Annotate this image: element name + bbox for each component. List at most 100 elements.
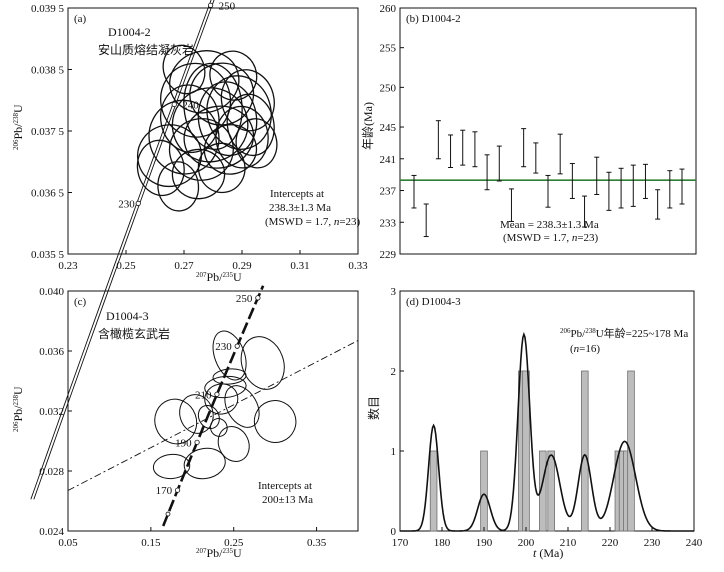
c-error-ellipse: [240, 336, 285, 390]
panel-a-x-ticks: 0.23 0.25 0.27 0.29 0.31 0.33: [58, 250, 368, 272]
a-error-ellipse: [235, 118, 278, 169]
d-x-tick-label: 190: [476, 537, 493, 549]
a-y-tick-label: 0.039 5: [31, 3, 65, 15]
a-error-ellipse: [168, 118, 234, 181]
panel-b: 229 233 237 241 245 250 255 260 (b) D1004-2 年龄(…: [361, 3, 697, 261]
panel-a-mswd: (MSWD = 1.7, n=23): [265, 216, 361, 228]
a-y-tick-label: 0.035 5: [31, 249, 65, 261]
c-concordia-age-label: 210: [195, 389, 212, 401]
panel-d-y-ticks: 0 1 2 3: [391, 286, 404, 538]
c-y-tick-label: 0.036: [39, 346, 64, 358]
panel-a-rock: 安山质熔结凝灰岩: [98, 42, 194, 57]
c-y-tick-label: 0.040: [39, 286, 64, 298]
b-y-tick-label: 245: [380, 122, 397, 134]
b-y-tick-label: 250: [380, 82, 397, 94]
panel-d-label: (d) D1004-3: [406, 296, 461, 308]
b-y-tick-label: 237: [380, 186, 397, 198]
panel-c-x-axis-label: 207Pb/235U: [196, 546, 242, 560]
c-concordia-age-marker: [194, 439, 200, 445]
panel-c-discordia: [67, 340, 359, 491]
c-error-ellipse: [224, 385, 260, 428]
panel-a-y-ticks: 0.035 5 0.036 5 0.037 5 0.038 5 0.039 5: [31, 3, 72, 261]
panel-d-frame: [399, 290, 695, 532]
panel-a-x-axis-label: 207Pb/235U: [196, 270, 242, 284]
panel-c-rock: 含橄榄玄武岩: [98, 326, 170, 341]
panel-c-label: (c): [74, 296, 87, 308]
panel-d: 170 180 190 200 210 220 230 240 0 1 2 3 (d) D1004-…: [366, 286, 703, 560]
c-error-ellipse: [253, 400, 297, 443]
c-concordia-age-label: 170: [156, 485, 173, 497]
panel-c-y-ticks: 0.024 0.028 0.032 0.036 0.040: [39, 286, 72, 538]
d-x-tick-label: 170: [392, 537, 409, 549]
d-histogram-bar: [539, 450, 547, 532]
a-error-ellipse: [209, 50, 258, 101]
panel-c-intercepts-title: Intercepts at: [258, 480, 312, 492]
d-x-tick-label: 200: [518, 537, 535, 549]
a-x-tick-label: 0.29: [232, 260, 252, 272]
a-error-ellipse: [206, 75, 272, 150]
a-error-ellipse: [226, 93, 275, 157]
c-x-tick-label: 0.35: [307, 537, 327, 549]
a-x-tick-label: 0.23: [58, 260, 78, 272]
c-concordia-curve: [162, 285, 265, 527]
b-y-tick-label: 241: [380, 154, 397, 166]
a-error-ellipse: [136, 139, 185, 197]
panel-d-density-curve: [400, 331, 694, 532]
d-x-tick-label: 210: [560, 537, 577, 549]
a-x-tick-label: 0.25: [116, 260, 136, 272]
panel-d-annotation: 206Pb/238U年龄=225~178 Ma: [560, 326, 688, 340]
c-concordia-tick-marker: [165, 511, 171, 517]
panel-c-concordia: 170 190 210 230 250: [156, 285, 265, 527]
d-x-tick-label: 220: [602, 537, 619, 549]
panel-b-y-ticks: 229 233 237 241 245 250 255 260: [380, 3, 404, 261]
d-x-tick-label: 180: [434, 537, 451, 549]
d-y-tick-label: 3: [391, 286, 397, 298]
c-x-tick-label: 0.05: [58, 537, 78, 549]
a-concordia-age-label: 250: [219, 0, 236, 12]
c-discordia-line: [67, 340, 359, 491]
panel-b-label: (b) D1004-2: [406, 13, 461, 25]
d-histogram-bar: [627, 370, 635, 532]
d-histogram-bar: [581, 370, 589, 532]
d-x-tick-label: 230: [644, 537, 661, 549]
d-x-tick-label: 240: [686, 537, 703, 549]
c-x-tick-label: 0.15: [141, 537, 161, 549]
a-concordia-age-label: 230: [118, 198, 135, 210]
c-error-ellipse: [217, 426, 250, 462]
panel-a-concordia: 230 240 250: [30, 0, 236, 500]
panel-d-x-ticks: 170 180 190 200 210 220 230 240: [392, 527, 703, 549]
panel-b-mean-text: Mean = 238.3±1.3 Ma: [500, 219, 599, 231]
b-y-tick-label: 260: [380, 3, 397, 15]
c-error-ellipse: [197, 404, 220, 430]
d-y-tick-label: 2: [391, 366, 397, 378]
a-concordia-curve: [33, 0, 215, 500]
a-x-tick-label: 0.31: [290, 260, 309, 272]
panel-a-intercepts-value: 238.3±1.3 Ma: [269, 202, 331, 214]
a-concordia-age-label: 240: [182, 99, 199, 111]
a-y-tick-label: 0.038 5: [31, 65, 65, 77]
c-concordia-age-marker: [214, 391, 220, 397]
c-concordia-age-marker: [255, 295, 261, 301]
c-error-ellipse: [183, 447, 226, 480]
panel-d-y-axis-label: 数目: [366, 396, 381, 420]
c-error-ellipse: [212, 330, 247, 381]
panel-c-x-ticks: 0.05 0.15 0.25 0.35: [58, 527, 327, 549]
c-error-ellipse: [209, 418, 228, 437]
c-y-tick-label: 0.032: [39, 406, 64, 418]
a-error-ellipse: [197, 142, 246, 194]
c-y-tick-label: 0.024: [39, 526, 64, 538]
c-concordia-age-label: 250: [236, 293, 253, 305]
panel-d-n: (n=16): [570, 343, 600, 355]
panel-a-intercepts-title: Intercepts at: [270, 188, 324, 200]
b-y-tick-label: 255: [380, 43, 397, 55]
panel-c-ellipses: [152, 330, 297, 480]
c-x-tick-label: 0.25: [224, 537, 244, 549]
a-concordia-age-marker: [207, 2, 214, 8]
a-x-tick-label: 0.27: [174, 260, 194, 272]
a-error-ellipse: [171, 148, 226, 200]
panel-a-ellipses: [136, 44, 278, 212]
b-y-tick-label: 229: [380, 249, 397, 261]
c-concordia-age-marker: [174, 487, 181, 493]
